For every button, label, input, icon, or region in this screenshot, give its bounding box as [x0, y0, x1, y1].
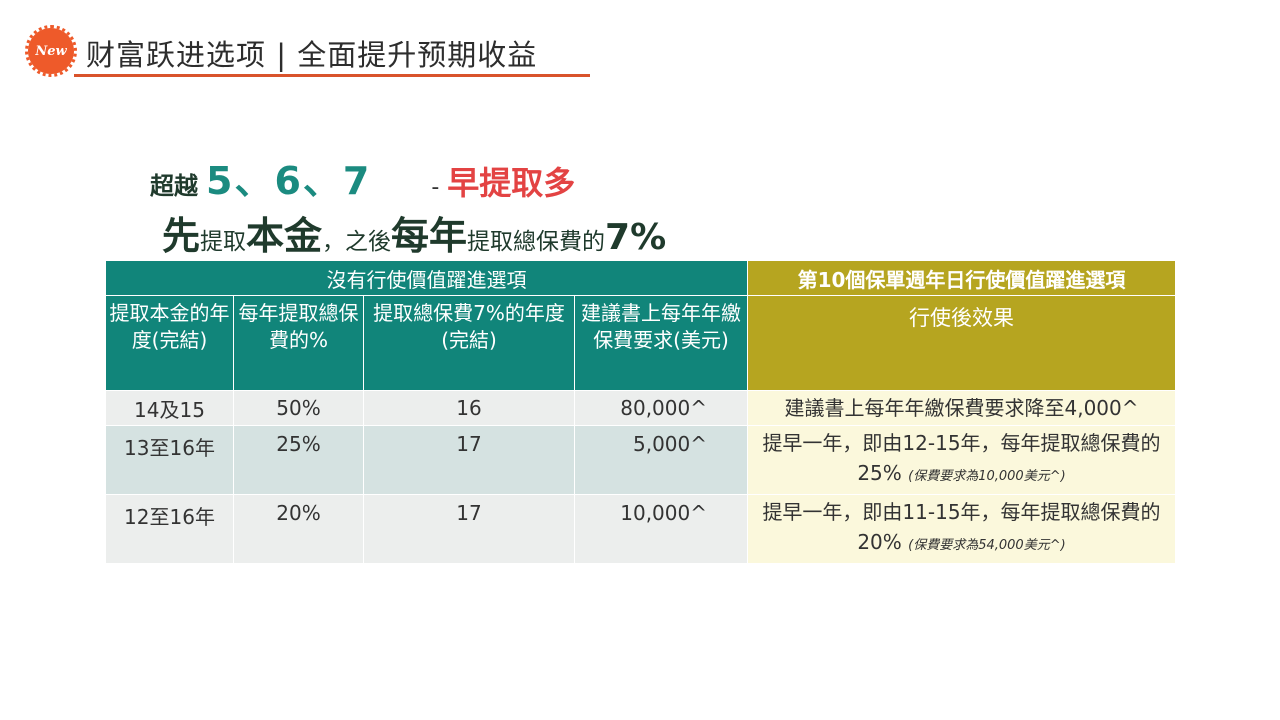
headline-2-part4: ，之後	[322, 229, 392, 255]
headline-2-part7: 7%	[605, 217, 667, 258]
cell-premium: 80,000^	[574, 390, 748, 426]
cell-pct: 25%	[233, 425, 364, 495]
left-group-header: 沒有行使價值躍進選項	[105, 260, 748, 296]
cell-year: 12至16年	[105, 494, 234, 564]
effect-text: 提早一年，即由11-15年，每年提取總保費的20%	[762, 500, 1161, 554]
table-row: 12至16年 20% 17 10,000^ 提早一年，即由11-15年，每年提取…	[105, 494, 1176, 564]
right-group-header: 第10個保單週年日行使價值躍進選項	[747, 260, 1176, 296]
col-header-effect: 行使後效果	[747, 295, 1176, 391]
col-header-7pct-end: 提取總保費7%的年度(完結)	[363, 295, 575, 391]
col-header-premium: 建議書上每年年繳保費要求(美元)	[574, 295, 748, 391]
title-underline	[74, 74, 590, 77]
effect-note: (保費要求為10,000美元^)	[908, 469, 1066, 484]
table-row: 14及15 50% 16 80,000^ 建議書上每年年繳保費要求降至4,000…	[105, 390, 1176, 426]
headline-1: 超越 5、6、7 - 早提取多	[150, 150, 575, 205]
cell-year: 14及15	[105, 390, 234, 426]
table-row: 13至16年 25% 17 5,000^ 提早一年，即由12-15年，每年提取總…	[105, 425, 1176, 495]
cell-end: 17	[363, 425, 575, 495]
new-badge-icon: New	[25, 25, 77, 77]
value-leap-table: 沒有行使價值躍進選項 第10個保單週年日行使價值躍進選項 提取本金的年度(完結)…	[105, 260, 1176, 564]
headline-2-part2: 提取	[200, 229, 247, 255]
cell-pct: 20%	[233, 494, 364, 564]
col-header-annual-pct: 每年提取總保費的%	[233, 295, 364, 391]
cell-effect: 建議書上每年年繳保費要求降至4,000^	[747, 390, 1176, 426]
effect-text: 建議書上每年年繳保費要求降至4,000^	[784, 396, 1139, 420]
cell-effect: 提早一年，即由12-15年，每年提取總保費的25% (保費要求為10,000美元…	[747, 425, 1176, 495]
effect-note: (保費要求為54,000美元^)	[908, 538, 1066, 553]
headline-2-part6: 提取總保費的	[467, 229, 606, 255]
cell-premium: 10,000^	[574, 494, 748, 564]
cell-premium: 5,000^	[574, 425, 748, 495]
headline-1-numbers: 5、6、7	[206, 159, 372, 203]
cell-year: 13至16年	[105, 425, 234, 495]
headline-2-part1: 先	[162, 214, 201, 258]
effect-text: 提早一年，即由12-15年，每年提取總保費的25%	[762, 431, 1161, 485]
cell-end: 16	[363, 390, 575, 426]
headline-2-part5: 每年	[391, 214, 468, 258]
cell-effect: 提早一年，即由11-15年，每年提取總保費的20% (保費要求為54,000美元…	[747, 494, 1176, 564]
headline-1-highlight: 早提取多	[447, 164, 576, 202]
headline-1-dash: -	[431, 175, 440, 200]
cell-pct: 50%	[233, 390, 364, 426]
cell-end: 17	[363, 494, 575, 564]
headline-1-prefix: 超越	[150, 172, 198, 200]
slide-header: New 财富跃进选项 | 全面提升预期收益	[25, 25, 590, 78]
col-header-withdraw-year: 提取本金的年度(完結)	[105, 295, 234, 391]
headline-2-part3: 本金	[246, 214, 323, 258]
headline-2: 先提取本金，之後每年提取總保費的7%	[162, 205, 666, 260]
slide-title: 财富跃进选项 | 全面提升预期收益	[86, 38, 538, 72]
